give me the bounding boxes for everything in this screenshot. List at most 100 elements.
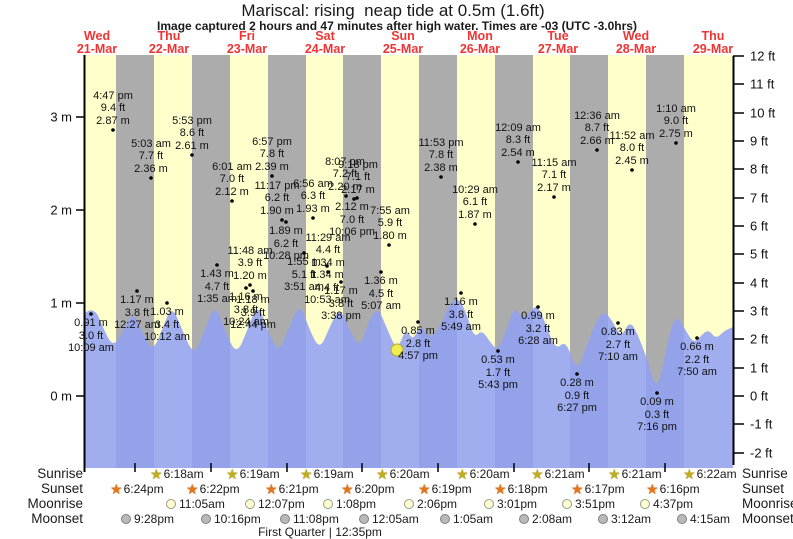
astro-time: 6:21pm xyxy=(278,482,319,496)
high-tide-label: 6:57 pm 7.8 ft 2.39 m xyxy=(252,135,292,173)
tide-dot xyxy=(655,391,659,395)
sunset-star-icon: ★ xyxy=(265,481,278,497)
astro-entry-moonrise: 1:08pm xyxy=(323,497,376,511)
astro-time: 6:22am xyxy=(696,467,737,481)
high-tide-label: 11:15 am 7.1 ft 2.17 m xyxy=(531,156,577,194)
moonrise-circle-icon xyxy=(484,499,494,509)
low-tide-label: 0.53 m 1.7 ft 5:43 pm xyxy=(478,354,518,391)
row-label-moonrise: Moonrise xyxy=(27,496,83,511)
page-title: Mariscal: rising neap tide at 0.5m (1.6f… xyxy=(241,1,545,20)
low-tide-label: 1.03 m 3.4 ft 10:12 am xyxy=(144,306,190,343)
astro-entry-moonset: 12:05am xyxy=(359,512,419,526)
tide-dot xyxy=(165,301,169,305)
y-axis-right-label: -1 ft xyxy=(750,416,773,432)
astro-entry-sunset: ★ 6:19pm xyxy=(418,482,472,496)
sunrise-star-icon: ★ xyxy=(683,466,696,482)
tide-curve xyxy=(85,299,733,468)
astro-time: 12:05am xyxy=(372,512,419,526)
y-axis-left-label: 1 m xyxy=(50,295,72,311)
astro-time: 6:22pm xyxy=(199,482,240,496)
tide-dot xyxy=(595,148,599,152)
tide-dot xyxy=(536,305,540,309)
astro-entry-sunset: ★ 6:16pm xyxy=(646,482,700,496)
astro-entry-sunrise: ★ 6:18am xyxy=(150,467,204,481)
sunrise-star-icon: ★ xyxy=(226,466,239,482)
tide-dot xyxy=(284,220,288,224)
low-tide-label: 2.12 m 7.0 ft 10:06 pm xyxy=(329,201,375,238)
sunrise-star-icon: ★ xyxy=(608,466,621,482)
astro-time: 3:51pm xyxy=(575,497,616,511)
day-label: Thu 22-Mar xyxy=(148,29,190,56)
astro-entry-moonset: 9:28pm xyxy=(121,512,174,526)
high-tide-label: 12:36 am 8.7 ft 2.66 m xyxy=(574,109,620,147)
sunset-star-icon: ★ xyxy=(341,481,354,497)
low-tide-label: 1.17 m 3.8 ft 12:27 am xyxy=(114,294,160,331)
y-axis-right-label: 4 ft xyxy=(750,275,769,291)
astro-time: 12:07pm xyxy=(258,497,305,511)
y-axis-left-label: 0 m xyxy=(50,388,72,404)
moonset-circle-icon xyxy=(359,514,369,524)
low-tide-label: 0.99 m 3.2 ft 6:28 am xyxy=(518,310,558,347)
tide-dot xyxy=(473,222,477,226)
day-label: Sun 25-Mar xyxy=(382,29,424,56)
day-label: Fri 23-Mar xyxy=(226,29,268,56)
astro-entry-sunrise: ★ 6:19am xyxy=(300,467,354,481)
astro-entry-moonset: 10:16pm xyxy=(201,512,261,526)
tide-dot xyxy=(302,251,306,255)
low-tide-label: 0.85 m 2.8 ft 4:57 pm xyxy=(398,325,438,362)
high-tide-label: 5:03 am 7.7 ft 2.36 m xyxy=(131,137,171,175)
tide-dot xyxy=(149,176,153,180)
astro-entry-sunset: ★ 6:24pm xyxy=(110,482,164,496)
sunrise-star-icon: ★ xyxy=(456,466,469,482)
tide-dot xyxy=(251,289,255,293)
high-tide-label: 6:56 am 6.3 ft 1.93 m xyxy=(293,177,333,215)
high-tide-label: 9:18 pm 7.1 ft 2.17 m xyxy=(338,158,378,196)
low-tide-label: 0.66 m 2.2 ft 7:50 am xyxy=(677,341,717,378)
low-tide-label: 1.36 m 4.5 ft 5:07 am xyxy=(361,275,401,312)
moonrise-circle-icon xyxy=(323,499,333,509)
tide-dot xyxy=(248,283,252,287)
astro-time: 4:37pm xyxy=(653,497,694,511)
astro-entry-sunrise: ★ 6:21am xyxy=(531,467,585,481)
astro-time: 4:15am xyxy=(690,512,731,526)
sunset-star-icon: ★ xyxy=(418,481,431,497)
astro-entry-sunrise: ★ 6:20am xyxy=(456,467,510,481)
tide-dot xyxy=(552,195,556,199)
moonset-circle-icon xyxy=(280,514,290,524)
high-tide-label: 11:29 am 4.4 ft 1.34 m xyxy=(305,231,351,269)
sunrise-star-icon: ★ xyxy=(376,466,389,482)
high-tide-label: 8:07 pm 7.2 ft 2.20 m xyxy=(325,155,365,193)
sunset-star-icon: ★ xyxy=(494,481,507,497)
astro-time: 6:20pm xyxy=(354,482,395,496)
high-tide-label: 10:29 am 6.1 ft 1.87 m xyxy=(452,183,498,221)
astro-time: 6:19pm xyxy=(431,482,472,496)
high-tide-label: 12:09 am 8.3 ft 2.54 m xyxy=(495,121,541,159)
moonrise-circle-icon xyxy=(245,499,255,509)
low-tide-label: 0.09 m 0.3 ft 7:16 pm xyxy=(637,396,677,433)
sunset-star-icon: ★ xyxy=(186,481,199,497)
sunset-star-icon: ★ xyxy=(110,481,123,497)
high-tide-label: 6:01 am 7.0 ft 2.12 m xyxy=(212,160,252,198)
astro-time: 2:06pm xyxy=(417,497,458,511)
astro-time: 6:20am xyxy=(389,467,430,481)
current-tide-marker xyxy=(390,343,404,357)
day-label: Sat 24-Mar xyxy=(304,29,346,56)
low-tide-label: 0.83 m 2.7 ft 7:10 am xyxy=(598,326,638,363)
y-axis-right-label: 2 ft xyxy=(750,331,769,347)
day-label: Wed 21-Mar xyxy=(76,29,118,56)
low-tide-label: 1.17 m 3.8 ft 3:38 pm xyxy=(321,285,361,322)
tide-dot xyxy=(270,174,274,178)
low-tide-label: 1.18 m 3.9 ft 12:44 pm xyxy=(230,294,276,331)
tide-dot xyxy=(695,336,699,340)
high-tide-label: 4:47 pm 9.4 ft 2.87 m xyxy=(93,89,133,127)
high-tide-label: 11:53 pm 7.8 ft 2.38 m xyxy=(418,136,464,174)
astro-entry-sunrise: ★ 6:22am xyxy=(683,467,737,481)
high-tide-label: 1:10 am 9.0 ft 2.75 m xyxy=(656,102,696,140)
tide-dot xyxy=(352,197,356,201)
tide-dot xyxy=(355,196,359,200)
moonset-circle-icon xyxy=(201,514,211,524)
tide-dot xyxy=(630,168,634,172)
